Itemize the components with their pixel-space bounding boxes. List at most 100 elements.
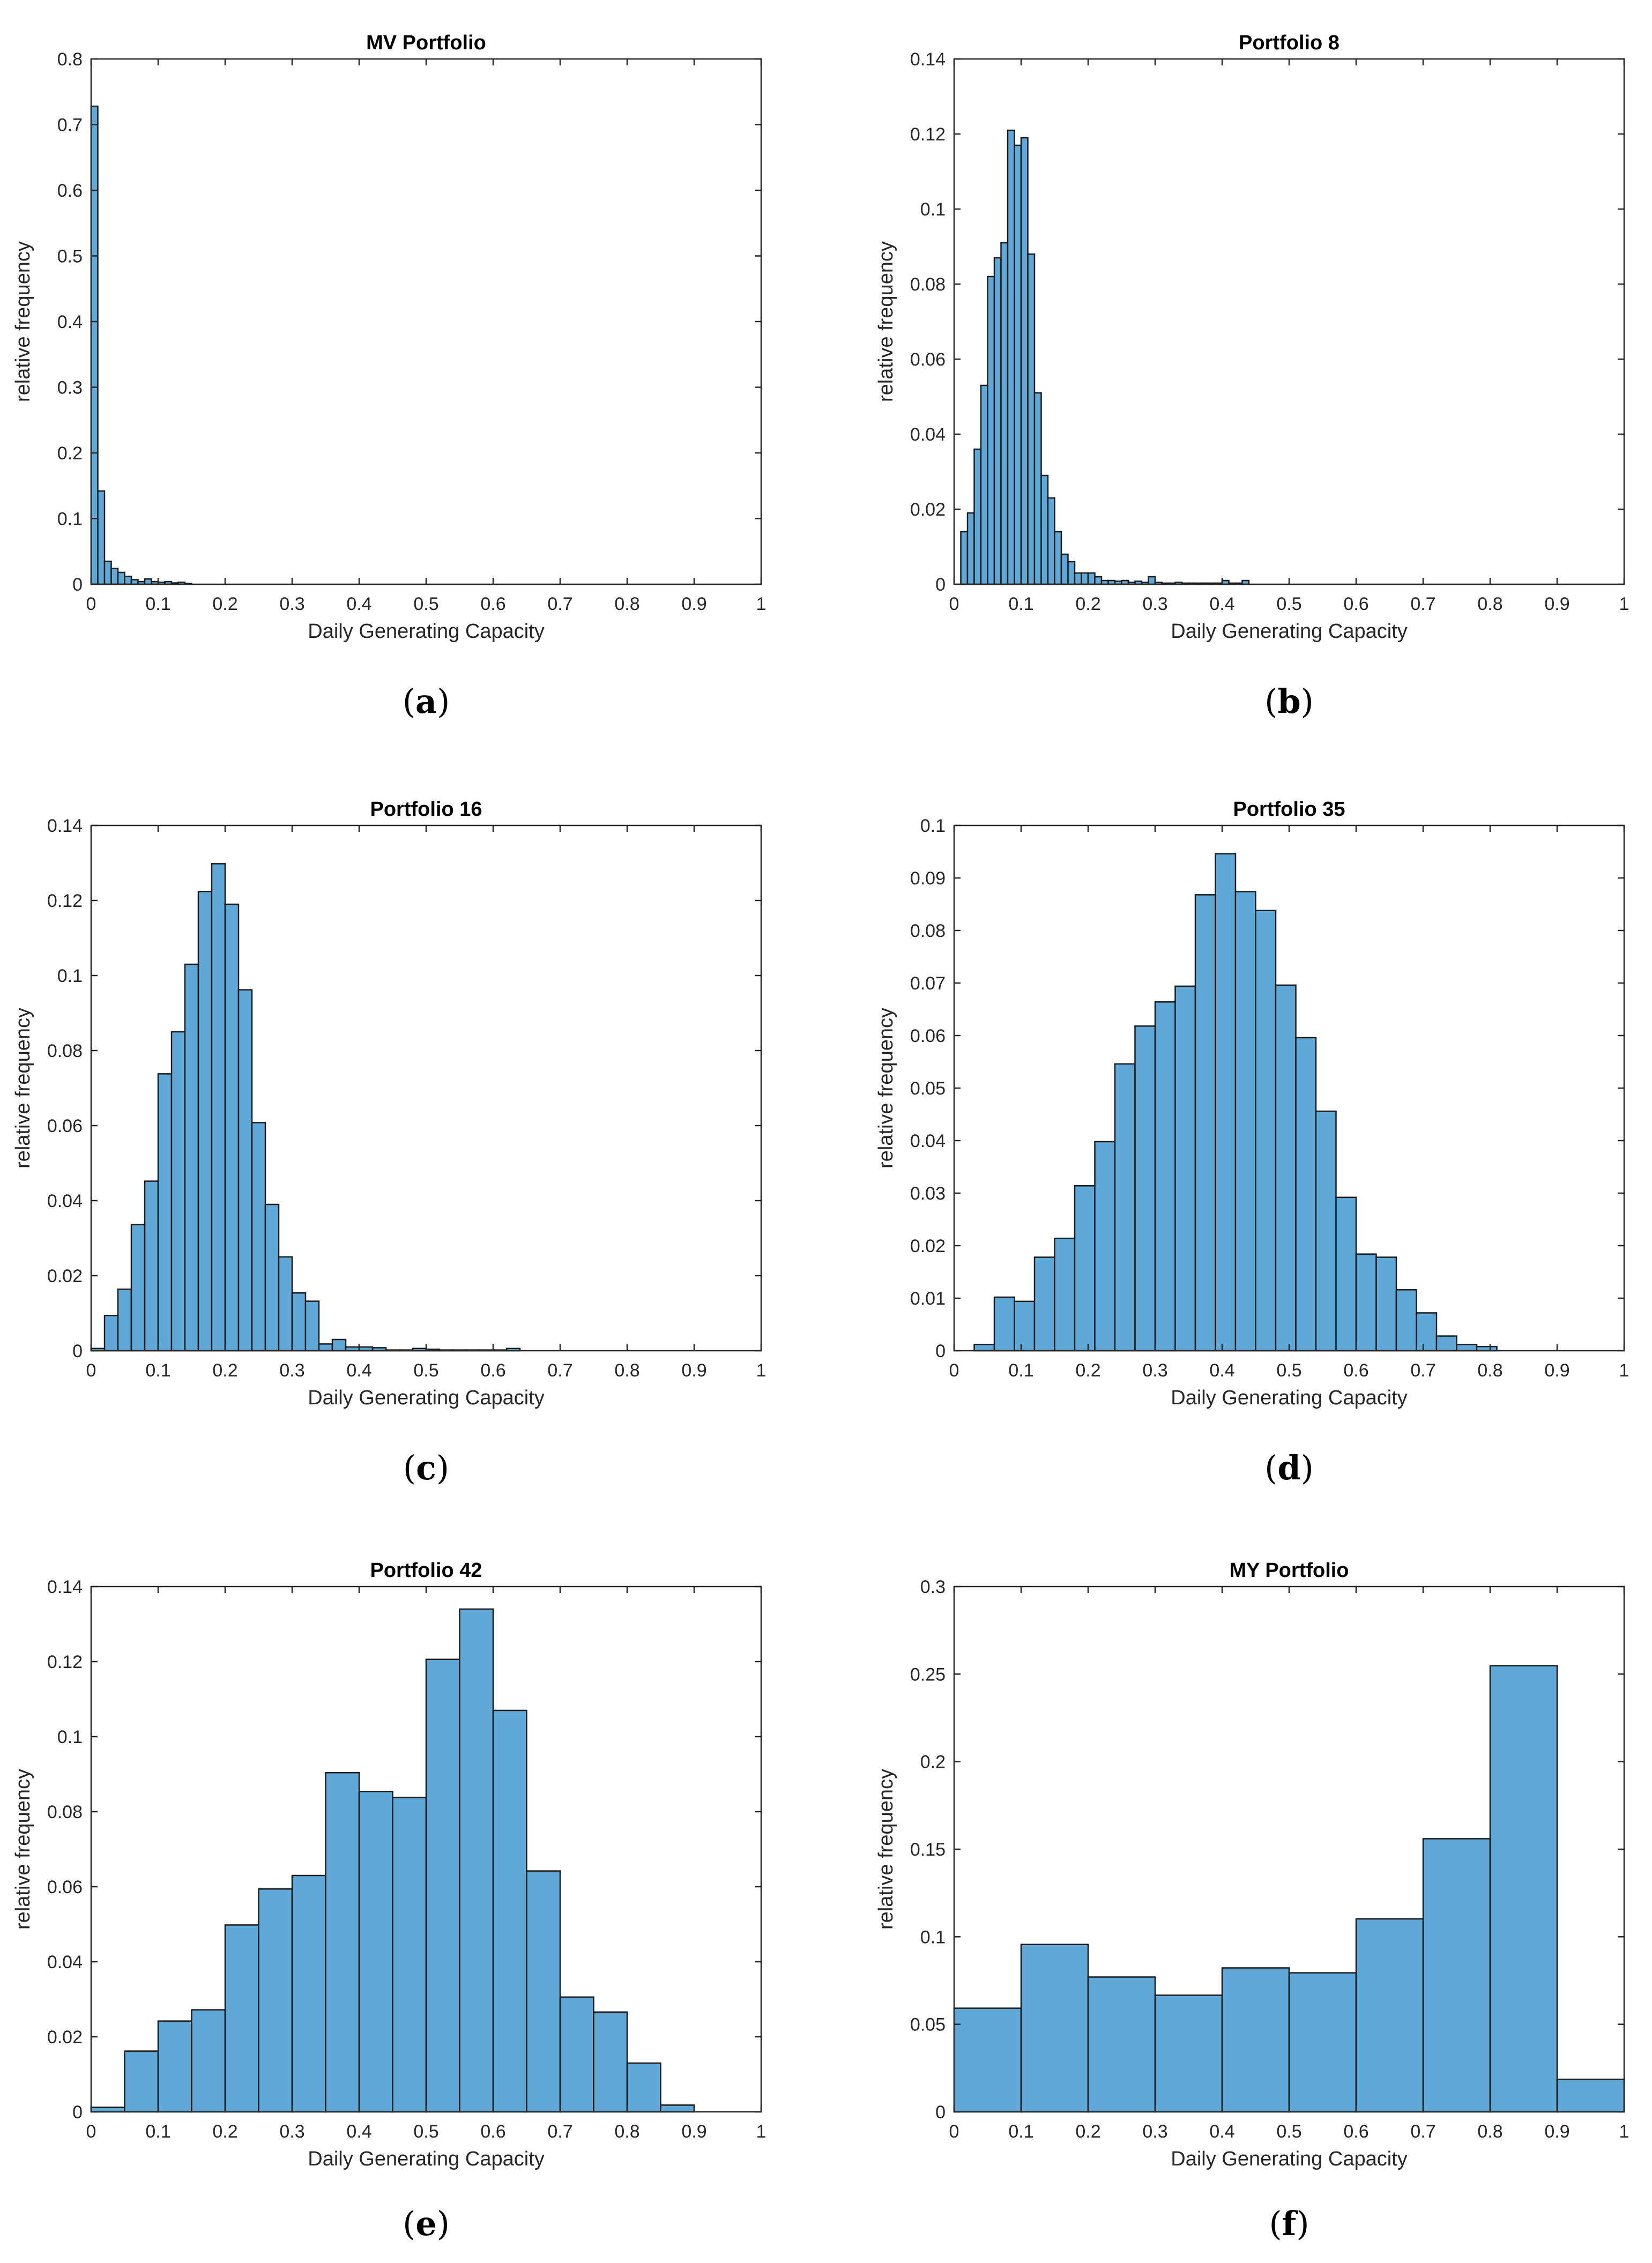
x-tick-label: 0.1: [1008, 594, 1033, 614]
histogram-bars: [90, 863, 521, 1352]
histogram-bar: [224, 1924, 259, 2113]
y-tick-label: 0.6: [57, 181, 83, 201]
x-tick-label: 1: [1619, 2121, 1629, 2142]
x-tick-label: 0.7: [1410, 594, 1435, 614]
y-tick-label: 0.02: [910, 500, 946, 520]
histogram-bar: [1000, 242, 1009, 585]
histogram-bar: [1234, 891, 1256, 1352]
histogram-bar: [358, 1790, 393, 2113]
histogram-bar: [318, 1343, 333, 1352]
histogram-bar: [130, 1224, 146, 1352]
x-tick-label: 0.1: [145, 2121, 170, 2142]
histogram-bar: [1456, 1343, 1478, 1352]
histogram-bar: [660, 2104, 695, 2113]
caption-open-paren: (: [403, 1448, 416, 1487]
histogram-bar: [1020, 1944, 1089, 2113]
histogram-bar: [1020, 137, 1029, 585]
histogram-bar: [1081, 572, 1089, 585]
histogram-bar: [1060, 553, 1069, 585]
y-tick-label: 0.3: [57, 378, 83, 398]
x-tick-label: 0: [949, 594, 959, 614]
histogram-bar: [1556, 2078, 1625, 2113]
y-tick-label: 0.1: [57, 1727, 83, 1747]
x-tick-label: 0.6: [480, 1360, 505, 1381]
y-tick-label: 0: [72, 2102, 83, 2123]
x-tick-label: 1: [756, 1360, 767, 1381]
y-tick-label: 0.4: [57, 312, 83, 332]
x-tick-label: 0.8: [1477, 1360, 1502, 1381]
y-axis-label: relative frequency: [875, 241, 897, 402]
x-tick-label: 0.4: [1209, 2121, 1234, 2142]
histogram-bars: [973, 853, 1498, 1352]
histogram-bar: [1014, 1300, 1036, 1352]
x-tick-label: 0.6: [1343, 2121, 1368, 2142]
y-tick-label: 0.3: [920, 1577, 946, 1597]
y-tick-label: 0.1: [920, 199, 946, 220]
x-tick-label: 0.3: [1142, 2121, 1167, 2142]
x-tick-label: 0.6: [1343, 1360, 1368, 1381]
histogram-bar: [980, 384, 988, 585]
chart-title: Portfolio 8: [1239, 32, 1340, 54]
caption-close-paren: ): [1296, 2204, 1309, 2243]
caption-close-paren: ): [436, 1448, 449, 1487]
histogram-bar: [117, 571, 125, 585]
caption-letter: b: [1277, 682, 1300, 721]
caption-letter: c: [416, 1448, 436, 1487]
histogram-bar: [1027, 253, 1036, 585]
chart-title: Portfolio 35: [1233, 798, 1345, 821]
chart-panel-e: 0 0.1 0.2 0.3 0.4 0.5 0.6 0.7 0.8 0.9 1 0 0.02 0.04 0.…: [12, 1559, 766, 2243]
histogram-bar: [1295, 1037, 1317, 1352]
histogram-bar: [559, 1996, 594, 2113]
y-tick-label: 0.25: [910, 1664, 946, 1685]
y-tick-label: 0.8: [57, 49, 83, 70]
histogram-bar: [993, 1296, 1015, 1352]
histogram-bar: [1355, 1253, 1377, 1352]
x-tick-label: 0.3: [279, 1360, 304, 1381]
y-axis-label: relative frequency: [12, 241, 34, 402]
y-tick-label: 0.06: [47, 1116, 83, 1136]
y-tick-label: 0.02: [47, 1266, 83, 1286]
histogram-bar: [1422, 1838, 1491, 2113]
y-tick-label: 0.08: [47, 1802, 83, 1822]
y-tick-label: 0.06: [910, 1026, 946, 1046]
x-tick-label: 0.8: [614, 594, 639, 614]
histogram-bar: [90, 2106, 125, 2113]
x-tick-label: 0.2: [1075, 594, 1100, 614]
x-tick-label: 0.9: [1544, 1360, 1569, 1381]
y-tick-label: 0.06: [47, 1877, 83, 1897]
chart-panel-b: 0 0.1 0.2 0.3 0.4 0.5 0.6 0.7 0.8 0.9 1 0 0.02 0.04 0.…: [875, 32, 1629, 721]
y-tick-label: 0.04: [47, 1952, 83, 1972]
histogram-bar: [1040, 474, 1049, 585]
caption-letter: d: [1277, 1448, 1300, 1487]
y-tick-label: 0.15: [910, 1840, 946, 1860]
x-tick-label: 0.3: [1142, 1360, 1167, 1381]
y-tick-label: 0.08: [910, 274, 946, 295]
caption-letter: f: [1282, 2204, 1298, 2243]
histogram-bars: [953, 1665, 1625, 2113]
x-tick-label: 0.9: [681, 1360, 706, 1381]
y-tick-label: 0.09: [910, 868, 946, 889]
histogram-bar: [325, 1771, 360, 2113]
chart-title: Portfolio 16: [370, 798, 482, 821]
x-tick-label: 0.7: [1410, 2121, 1435, 2142]
caption-letter: e: [415, 2204, 436, 2243]
histogram-bar: [90, 105, 99, 585]
histogram-bar: [224, 903, 240, 1352]
histogram-bar: [1435, 1335, 1457, 1352]
x-tick-label: 0.4: [346, 1360, 371, 1381]
histogram-bar: [1275, 984, 1297, 1352]
x-tick-label: 0.5: [413, 2121, 438, 2142]
x-tick-label: 0.9: [1544, 594, 1569, 614]
x-tick-label: 0.2: [1075, 1360, 1100, 1381]
panel-caption: (a): [403, 682, 450, 721]
histogram-bar: [1148, 576, 1156, 585]
x-axis-label: Daily Generating Capacity: [1171, 2148, 1407, 2170]
y-tick-label: 0.01: [910, 1289, 946, 1309]
histogram-bar: [993, 257, 1002, 585]
histogram-bar: [157, 1073, 173, 1352]
panel-caption: (c): [403, 1448, 449, 1487]
chart-panel-a: 0 0.1 0.2 0.3 0.4 0.5 0.6 0.7 0.8 0.9 1 0 0.1 0.2 0.3 0…: [12, 32, 766, 721]
histogram-bar: [1033, 1256, 1055, 1352]
histogram-bar: [191, 2009, 226, 2113]
